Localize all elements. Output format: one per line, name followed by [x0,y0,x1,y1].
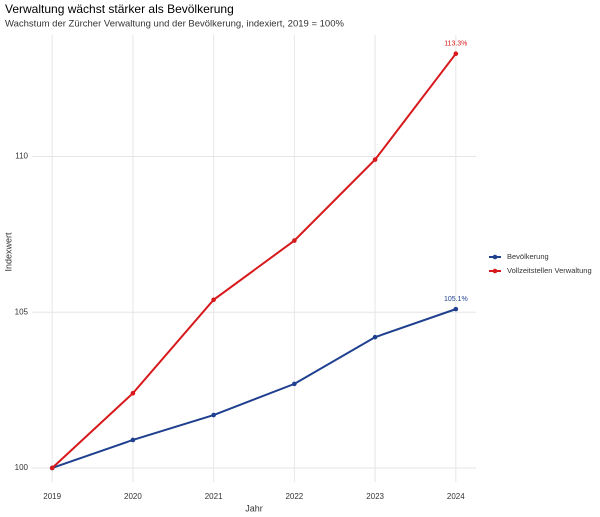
series-line [51,53,457,469]
x-tick-label: 2021 [205,492,223,501]
point [211,297,216,303]
y-tick-label: 105 [15,307,29,316]
point [372,157,378,162]
point [211,412,216,418]
legend-label: Vollzeitstellen Verwaltung [507,266,592,275]
y-tick-label: 110 [15,152,28,161]
point [292,238,297,243]
point [292,381,297,387]
point [130,390,136,396]
series-line [51,308,457,469]
x-tick-label: 2023 [366,492,384,501]
legend-label: Bevölkerung [507,252,549,261]
y-tick-label: 100 [15,463,29,472]
point [453,51,459,56]
point [49,465,55,471]
legend-swatch-point [492,268,498,274]
point [130,437,136,443]
x-tick-label: 2019 [43,492,61,501]
x-tick-label: 2024 [447,492,465,501]
value-label: 105.1% [444,296,468,303]
y-axis-label: Indexwert [3,232,13,272]
x-tick-label: 2022 [285,492,303,501]
x-tick-label: 2020 [124,492,142,501]
value-label: 113.3% [444,41,467,48]
point [372,334,378,340]
x-axis-label: Jahr [245,503,263,513]
point [453,306,459,312]
chart-title: Verwaltung wächst stärker als Bevölkerun… [5,2,234,16]
chart-subtitle: Wachstum der Zürcher Verwaltung und der … [5,19,344,30]
legend-swatch-point [492,254,498,260]
